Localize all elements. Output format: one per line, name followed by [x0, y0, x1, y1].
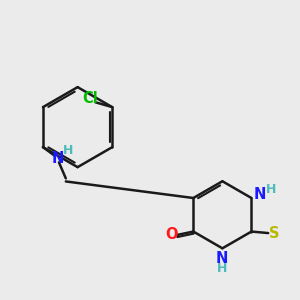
- Text: O: O: [165, 227, 178, 242]
- Text: H: H: [266, 183, 276, 196]
- Text: N: N: [51, 151, 64, 166]
- Text: Cl: Cl: [82, 91, 98, 106]
- Text: H: H: [63, 145, 73, 158]
- Text: S: S: [269, 226, 280, 241]
- Text: H: H: [217, 262, 227, 275]
- Text: N: N: [254, 187, 266, 202]
- Text: N: N: [215, 251, 228, 266]
